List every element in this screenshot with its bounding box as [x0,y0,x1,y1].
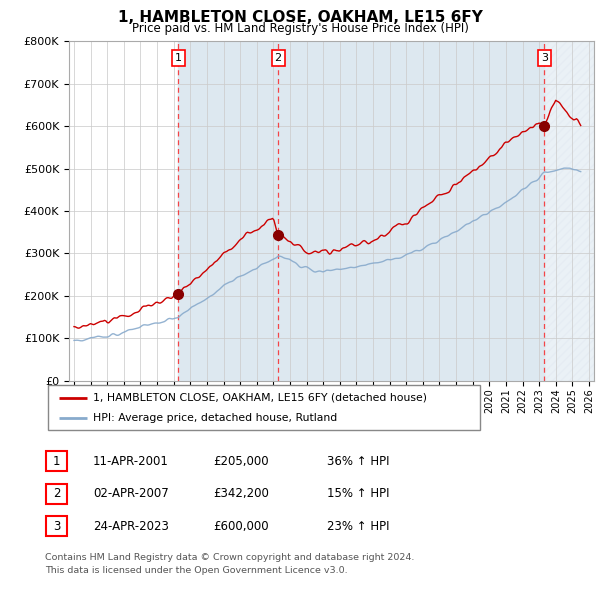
Text: 23% ↑ HPI: 23% ↑ HPI [327,520,389,533]
Text: 11-APR-2001: 11-APR-2001 [93,455,169,468]
Text: Price paid vs. HM Land Registry's House Price Index (HPI): Price paid vs. HM Land Registry's House … [131,22,469,35]
Text: £342,200: £342,200 [213,487,269,500]
Text: 3: 3 [541,53,548,63]
FancyBboxPatch shape [48,385,480,430]
Bar [278,41,544,381]
Text: 02-APR-2007: 02-APR-2007 [93,487,169,500]
FancyBboxPatch shape [46,516,67,536]
Bar [178,41,278,381]
Text: HPI: Average price, detached house, Rutland: HPI: Average price, detached house, Rutl… [94,414,338,424]
Text: 1, HAMBLETON CLOSE, OAKHAM, LE15 6FY: 1, HAMBLETON CLOSE, OAKHAM, LE15 6FY [118,10,482,25]
Text: 3: 3 [53,520,60,533]
Text: 2: 2 [53,487,60,500]
Text: 1: 1 [53,455,60,468]
Bar [544,41,594,381]
Text: 1: 1 [175,53,182,63]
FancyBboxPatch shape [46,451,67,471]
Text: 24-APR-2023: 24-APR-2023 [93,520,169,533]
Text: £205,000: £205,000 [213,455,269,468]
Bar [544,41,594,381]
Text: 2: 2 [275,53,282,63]
Text: £600,000: £600,000 [213,520,269,533]
FancyBboxPatch shape [46,484,67,504]
Text: Contains HM Land Registry data © Crown copyright and database right 2024.
This d: Contains HM Land Registry data © Crown c… [45,553,415,575]
Text: 1, HAMBLETON CLOSE, OAKHAM, LE15 6FY (detached house): 1, HAMBLETON CLOSE, OAKHAM, LE15 6FY (de… [94,393,427,402]
Text: 15% ↑ HPI: 15% ↑ HPI [327,487,389,500]
Text: 36% ↑ HPI: 36% ↑ HPI [327,455,389,468]
